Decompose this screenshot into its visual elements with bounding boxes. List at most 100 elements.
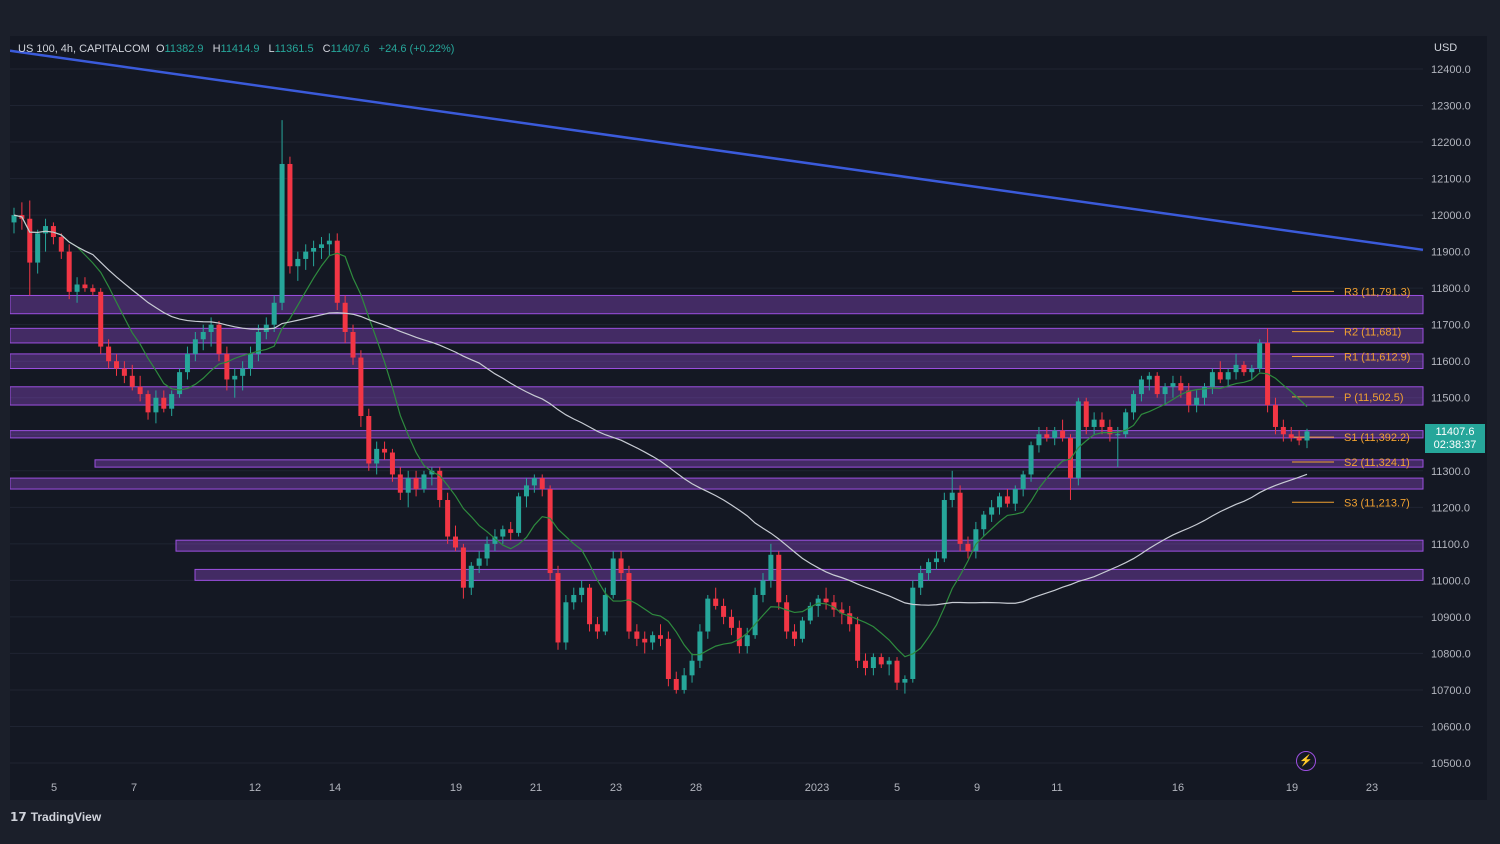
zone-band	[10, 294, 1424, 315]
y-tick-label: 11100.0	[1431, 539, 1469, 551]
candle-body	[689, 660, 695, 676]
candle-body	[232, 375, 238, 380]
candle-body	[658, 635, 663, 639]
close-label: C	[322, 43, 331, 55]
candle-body	[673, 678, 679, 690]
candle-body	[555, 573, 561, 643]
candle-body	[311, 247, 317, 252]
price-chart[interactable]: R3 (11,791.3) R2 (11,681) R1 (11,612.9) P (…	[10, 36, 1487, 800]
brand-label: TradingView	[30, 810, 102, 824]
candle-body	[1202, 386, 1208, 398]
candle-body	[823, 598, 829, 603]
pivot-label: R2 (11,681)	[1344, 327, 1401, 339]
candle-body	[1004, 496, 1010, 504]
candle-body	[531, 478, 537, 486]
candle-body	[1036, 434, 1042, 446]
zone-band	[10, 430, 1424, 439]
candle-body	[1091, 419, 1097, 427]
candle-body	[1115, 434, 1121, 436]
candle-body	[43, 226, 49, 234]
y-tick-label: 11600.0	[1431, 356, 1470, 368]
candle-body	[1272, 405, 1278, 427]
x-tick-label: 16	[1172, 782, 1184, 794]
candle-body	[1060, 430, 1066, 438]
x-tick-label: 5	[51, 782, 57, 794]
candle-body	[949, 492, 955, 501]
candle-body	[1083, 401, 1089, 427]
candle-body	[918, 573, 924, 588]
candle-body	[886, 660, 892, 665]
candle-body	[382, 448, 388, 453]
descending-trendline	[10, 49, 1424, 252]
candle-body	[902, 678, 908, 683]
zone-band	[10, 477, 1424, 490]
candle-body	[153, 397, 159, 413]
zone-band	[10, 386, 1424, 406]
candle-body	[184, 353, 190, 373]
candle-body	[208, 324, 214, 332]
candle-body	[610, 558, 616, 595]
candle-body	[1138, 379, 1144, 395]
support-resistance-zones	[10, 294, 1424, 581]
zone-band	[10, 353, 1424, 370]
moving-averages	[13, 214, 1308, 658]
candle-body	[429, 470, 435, 475]
ma-fast-line	[13, 214, 1308, 658]
candle-body	[713, 598, 719, 606]
y-tick-label: 11700.0	[1431, 320, 1470, 332]
candle-body	[1249, 368, 1255, 373]
pivot-label: P (11,502.5)	[1344, 392, 1404, 404]
candle-body	[870, 657, 876, 669]
candle-body	[90, 288, 96, 292]
pivot-label: S1 (11,392.2)	[1344, 432, 1410, 444]
candle-body	[326, 240, 332, 245]
candle-body	[752, 594, 758, 636]
candle-body	[1131, 394, 1137, 413]
candle-body	[1241, 364, 1247, 373]
x-tick-label: 2023	[805, 782, 829, 794]
price-axis[interactable]: 12400.0 12300.0 12200.0 12100.0 12000.0 11900…	[1431, 64, 1471, 770]
candle-body	[1225, 372, 1231, 380]
candle-body	[855, 624, 861, 661]
candle-body	[66, 251, 72, 292]
candle-body	[784, 602, 790, 632]
candle-body	[1107, 426, 1113, 435]
candle-body	[1194, 397, 1200, 406]
candle-body	[728, 616, 734, 628]
lightning-icon[interactable]: ⚡	[1296, 751, 1316, 771]
candle-body	[973, 529, 979, 552]
candle-body	[255, 331, 261, 354]
currency-label: USD	[1434, 42, 1458, 54]
pivot-label: R1 (11,612.9)	[1344, 351, 1410, 363]
candle-body	[145, 394, 151, 413]
candle-body	[1217, 372, 1223, 380]
candle-body	[200, 331, 206, 340]
time-axis[interactable]: 5 7 12 14 19 21 23 28 2023 5 9 11 16 19 23	[51, 782, 1378, 794]
candle-body	[1170, 383, 1176, 387]
candle-body	[965, 543, 971, 552]
y-tick-label: 12300.0	[1431, 101, 1471, 113]
candle-body	[760, 580, 766, 595]
candle-body	[831, 602, 837, 610]
chart-frame	[10, 36, 1487, 800]
candle-body	[1209, 372, 1215, 387]
y-tick-label: 12100.0	[1431, 174, 1471, 186]
candle-body	[192, 339, 198, 354]
y-tick-label: 11500.0	[1431, 393, 1470, 405]
trendline	[10, 49, 1424, 252]
candle-body	[295, 258, 301, 267]
last-price-tag: 11407.6 02:38:37	[1425, 424, 1485, 453]
x-tick-label: 12	[249, 782, 261, 794]
candle-body	[350, 331, 356, 358]
candle-body	[342, 302, 348, 332]
candle-body	[697, 631, 703, 661]
candle-body	[563, 602, 569, 643]
candle-body	[287, 163, 293, 267]
candle-body	[1178, 383, 1184, 391]
x-tick-label: 21	[530, 782, 542, 794]
tradingview-logo[interactable]: 𝟭𝟳 TradingView	[10, 810, 101, 824]
high-label: H	[212, 43, 221, 55]
low-label: L	[268, 43, 275, 55]
candle-body	[50, 226, 56, 238]
candle-body	[334, 240, 340, 303]
